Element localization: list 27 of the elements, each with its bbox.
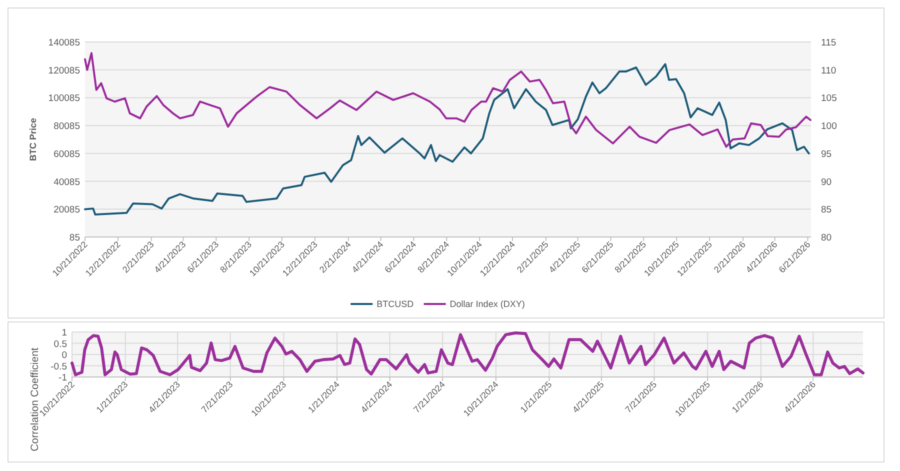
y2-tick-label: 115 [821,38,836,48]
y2-tick-label: 90 [821,176,832,188]
y2-tick-label: 95 [821,148,832,160]
line-series [84,63,810,216]
y-tick-label: 1 [62,328,67,338]
y-tick-label: 20085 [54,204,80,216]
y-tick-label: 60085 [54,148,80,160]
y-tick-label: 100085 [48,93,80,104]
line-series [84,52,812,148]
y-tick-label: 80085 [54,121,80,132]
y2-tick-label: 85 [821,204,832,216]
y-axis-title: BTC Price [28,118,38,162]
y2-tick-label: 110 [821,65,836,76]
y-tick-label: 140085 [48,38,80,48]
y-tick-label: 85 [69,232,80,244]
y2-tick-label: 80 [821,232,832,244]
y-tick-label: 120085 [48,65,80,76]
legend-label: Dollar Index (DXY) [450,299,525,309]
y-tick-label: 0 [62,350,67,361]
y-tick-label: 40085 [54,176,80,188]
y-tick-label: -1 [58,372,67,384]
legend-label: BTCUSD [376,299,414,309]
y-tick-label: 0.5 [54,338,67,350]
y-axis-title: Correlation Coefficient [29,348,41,452]
y2-tick-label: 100 [821,121,837,132]
y-tick-label: -0.5 [50,361,67,372]
y2-tick-label: 105 [821,93,837,104]
